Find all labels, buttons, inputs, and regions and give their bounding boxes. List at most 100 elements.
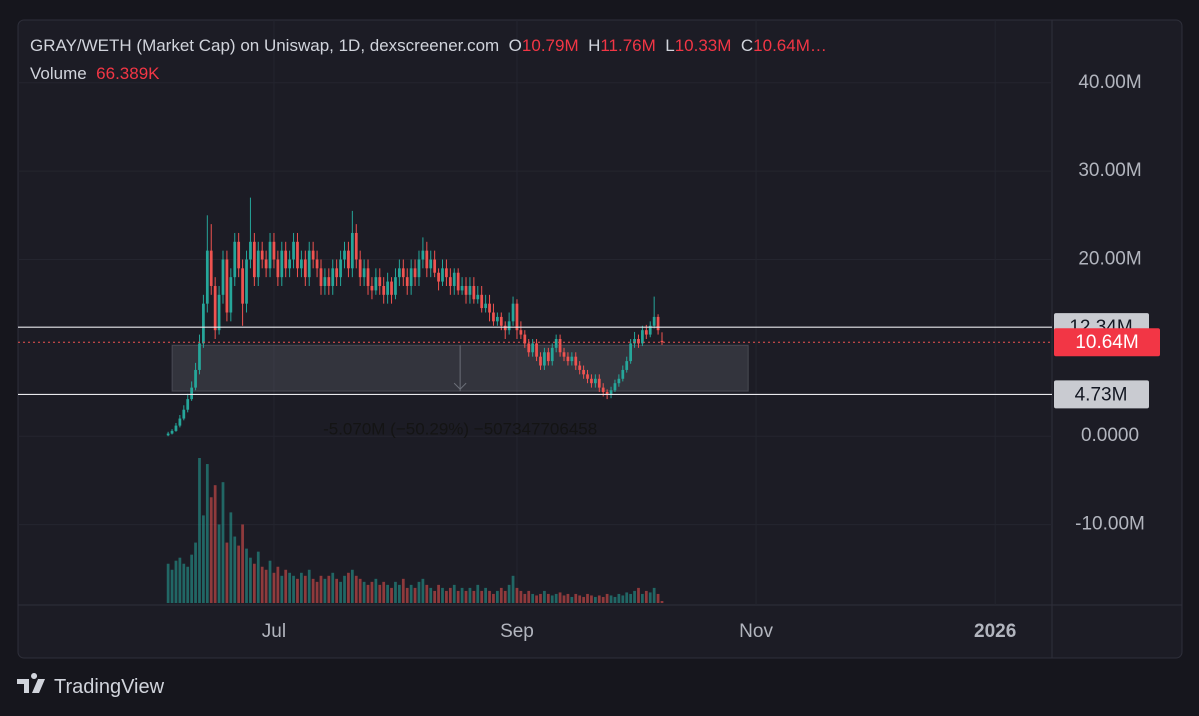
c-key: C xyxy=(740,36,754,55)
volume-bar xyxy=(452,584,456,603)
candle-body xyxy=(441,268,444,282)
candle-body xyxy=(186,399,190,410)
candle-body xyxy=(550,347,554,362)
volume-bar xyxy=(311,578,315,603)
candle-body xyxy=(401,268,405,278)
candle-body xyxy=(535,343,538,357)
volume-last: 66.389K xyxy=(96,64,160,83)
candle-body xyxy=(170,430,174,434)
candle-body xyxy=(433,259,437,273)
candle-body xyxy=(209,250,213,286)
volume-bar xyxy=(405,587,409,603)
candle-body xyxy=(523,334,527,344)
candle-body xyxy=(546,352,550,362)
c-val: 10.64M… xyxy=(753,36,827,55)
candle-body xyxy=(358,259,362,278)
volume-bar xyxy=(323,578,327,603)
volume-bar xyxy=(350,569,354,603)
candle-body xyxy=(456,272,460,291)
candle-body xyxy=(303,259,307,278)
candle-body xyxy=(233,241,237,278)
candle-body xyxy=(543,352,546,366)
h-val: 11.76M xyxy=(600,36,656,55)
h-key: H xyxy=(588,36,601,55)
candle-body xyxy=(178,418,182,426)
volume-bar xyxy=(198,458,201,603)
volume-bar xyxy=(617,593,621,603)
candle-body xyxy=(245,259,248,304)
candle-body xyxy=(601,387,605,393)
volume-bar xyxy=(641,593,644,603)
candle-body xyxy=(476,294,480,300)
candle-body xyxy=(409,268,413,286)
volume-bar xyxy=(174,560,178,603)
volume-bar xyxy=(499,587,503,603)
candle-body xyxy=(621,369,625,379)
volume-bar xyxy=(468,587,472,603)
candle-body xyxy=(464,285,468,295)
volume-bar xyxy=(448,587,452,603)
volume-bar xyxy=(205,464,209,603)
candle-body xyxy=(300,259,303,269)
candle-body xyxy=(437,272,440,282)
candle-body xyxy=(252,241,256,278)
volume-bar xyxy=(300,572,303,603)
candle-body xyxy=(370,285,374,291)
volume-bar xyxy=(593,596,597,603)
volume-bar xyxy=(476,584,480,603)
volume-bar xyxy=(586,593,589,603)
candle-body xyxy=(421,250,425,260)
panel xyxy=(17,19,1183,659)
volume-bar xyxy=(460,587,464,603)
volume-bar xyxy=(652,587,656,603)
volume-bar xyxy=(425,584,429,603)
candle-body xyxy=(629,343,633,362)
volume-bar xyxy=(441,587,444,603)
x-tick-label: Jul xyxy=(262,621,286,642)
title: GRAY/WETH (Market Cap) on Uniswap, 1D, d… xyxy=(30,36,500,55)
candle-body xyxy=(413,268,417,278)
candle-body xyxy=(405,277,409,286)
candle-body xyxy=(539,356,542,366)
candle-body xyxy=(515,303,519,331)
candle-body xyxy=(609,390,613,395)
volume-bar xyxy=(331,572,335,603)
candle-body xyxy=(354,232,358,260)
candle-body xyxy=(198,343,201,370)
last-price-label: 10.64M xyxy=(1075,332,1138,353)
volume-bar xyxy=(597,595,601,603)
candle-body xyxy=(272,241,276,260)
volume-bar xyxy=(535,595,538,603)
candle-body xyxy=(488,303,491,313)
volume-bar xyxy=(374,578,378,603)
volume-bar xyxy=(292,575,295,603)
candle-body xyxy=(276,259,280,278)
candle-body xyxy=(229,277,233,313)
candle-body xyxy=(652,316,656,326)
volume-bar xyxy=(276,566,280,603)
volume-bar xyxy=(272,572,276,603)
volume-bar xyxy=(433,590,437,603)
volume-bar xyxy=(339,581,342,603)
volume-bar xyxy=(280,575,284,603)
candle-body xyxy=(558,339,562,353)
volume-bar xyxy=(554,593,558,603)
volume-bar xyxy=(543,590,546,603)
volume-bar xyxy=(221,482,225,603)
candle-body xyxy=(374,277,378,291)
candle-body xyxy=(182,409,186,419)
volume-bar xyxy=(284,569,288,603)
volume-bar xyxy=(213,485,217,603)
candle-body xyxy=(625,361,629,370)
candle-body xyxy=(554,339,558,348)
candle-body xyxy=(217,294,221,331)
volume-bar xyxy=(390,587,393,603)
candle-body xyxy=(225,259,229,313)
candle-body xyxy=(641,330,644,344)
volume-bar xyxy=(437,584,440,603)
volume-bar xyxy=(366,584,370,603)
candle-body xyxy=(578,365,582,370)
l-val: 10.33M xyxy=(674,36,732,55)
volume-bar xyxy=(382,581,386,603)
candle-body xyxy=(382,285,386,295)
